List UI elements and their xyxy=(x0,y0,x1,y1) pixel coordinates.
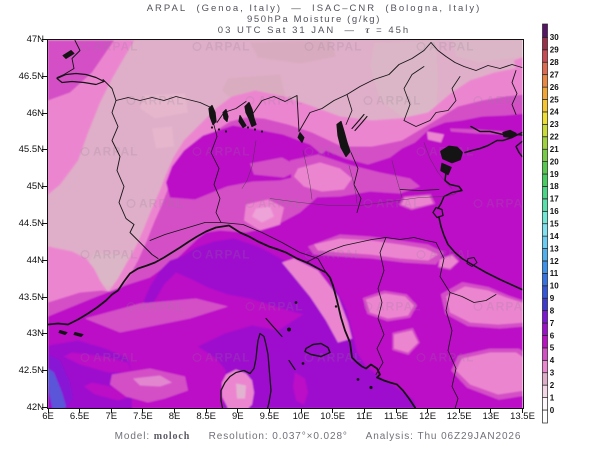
svg-text:9: 9 xyxy=(550,294,555,303)
svg-text:5: 5 xyxy=(550,344,555,353)
svg-text:ARPAL: ARPAL xyxy=(376,299,421,313)
svg-text:19: 19 xyxy=(550,170,559,179)
svg-text:30: 30 xyxy=(550,33,559,42)
svg-text:10: 10 xyxy=(550,282,559,291)
svg-text:ARPAL: ARPAL xyxy=(205,40,250,54)
svg-text:ARPAL: ARPAL xyxy=(317,144,362,158)
svg-text:4: 4 xyxy=(550,356,555,365)
svg-text:8: 8 xyxy=(550,306,555,315)
svg-text:29: 29 xyxy=(550,46,559,55)
svg-text:0: 0 xyxy=(550,406,555,415)
svg-text:27: 27 xyxy=(550,71,559,80)
svg-text:26: 26 xyxy=(550,83,559,92)
svg-text:23: 23 xyxy=(550,120,559,129)
svg-text:ARPAL: ARPAL xyxy=(139,299,184,313)
svg-text:ARPAL: ARPAL xyxy=(205,247,250,261)
svg-text:18: 18 xyxy=(550,182,559,191)
svg-text:2: 2 xyxy=(550,381,555,390)
svg-text:6: 6 xyxy=(550,331,555,340)
svg-text:ARPAL: ARPAL xyxy=(376,93,421,107)
svg-text:12: 12 xyxy=(550,257,559,266)
svg-text:ARPAL: ARPAL xyxy=(205,350,250,364)
svg-text:28: 28 xyxy=(550,58,559,67)
svg-text:ARPAL: ARPAL xyxy=(139,93,184,107)
svg-text:1: 1 xyxy=(550,393,555,402)
svg-text:24: 24 xyxy=(550,108,559,117)
svg-text:16: 16 xyxy=(550,207,559,216)
svg-text:ARPAL: ARPAL xyxy=(258,93,303,107)
svg-text:ARPAL: ARPAL xyxy=(93,247,138,261)
svg-text:13: 13 xyxy=(550,244,559,253)
svg-text:14: 14 xyxy=(550,232,559,241)
svg-text:ARPAL: ARPAL xyxy=(93,350,138,364)
svg-text:ARPAL: ARPAL xyxy=(317,40,362,54)
svg-text:21: 21 xyxy=(550,145,559,154)
svg-text:ARPAL: ARPAL xyxy=(205,144,250,158)
svg-text:17: 17 xyxy=(550,195,559,204)
svg-text:ARPAL: ARPAL xyxy=(139,196,184,210)
svg-text:ARPAL: ARPAL xyxy=(429,40,474,54)
svg-text:22: 22 xyxy=(550,133,559,142)
svg-text:25: 25 xyxy=(550,95,559,104)
svg-text:7: 7 xyxy=(550,319,555,328)
svg-text:ARPAL: ARPAL xyxy=(486,196,523,210)
svg-text:11: 11 xyxy=(550,269,559,278)
svg-text:ARPAL: ARPAL xyxy=(486,93,523,107)
svg-text:ARPAL: ARPAL xyxy=(258,299,303,313)
svg-text:ARPAL: ARPAL xyxy=(258,196,303,210)
svg-text:3: 3 xyxy=(550,369,555,378)
svg-text:ARPAL: ARPAL xyxy=(93,144,138,158)
svg-text:20: 20 xyxy=(550,157,559,166)
svg-text:ARPAL: ARPAL xyxy=(486,299,523,313)
svg-text:15: 15 xyxy=(550,220,559,229)
svg-text:ARPAL: ARPAL xyxy=(93,40,138,54)
svg-text:ARPAL: ARPAL xyxy=(376,196,421,210)
